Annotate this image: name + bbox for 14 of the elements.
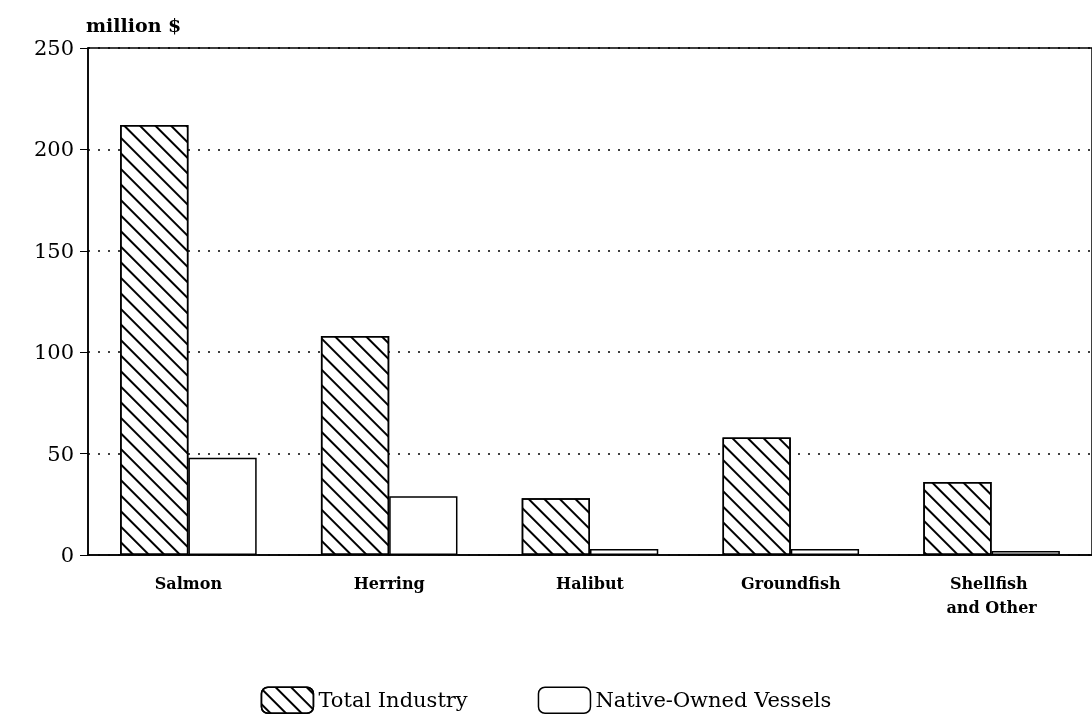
- x-tick-label: Herring: [353, 573, 425, 593]
- y-tick-label: 100: [33, 340, 74, 365]
- y-tick-label: 50: [47, 441, 74, 466]
- y-axis-title: million $: [86, 13, 182, 36]
- y-tick-label: 150: [33, 238, 74, 263]
- y-tick-label: 0: [60, 543, 74, 567]
- x-tick-label: Halibut: [556, 573, 625, 593]
- x-tick-label: Groundfish: [741, 573, 841, 593]
- legend-label: Native-Owned Vessels: [595, 688, 832, 713]
- y-tick-label: 200: [33, 137, 74, 162]
- x-tick-label: Salmon: [154, 573, 223, 593]
- x-tick-label: Shellfish and Other: [946, 573, 1038, 617]
- y-tick-label: 250: [33, 36, 74, 60]
- legend-label: Total Industry: [318, 688, 468, 713]
